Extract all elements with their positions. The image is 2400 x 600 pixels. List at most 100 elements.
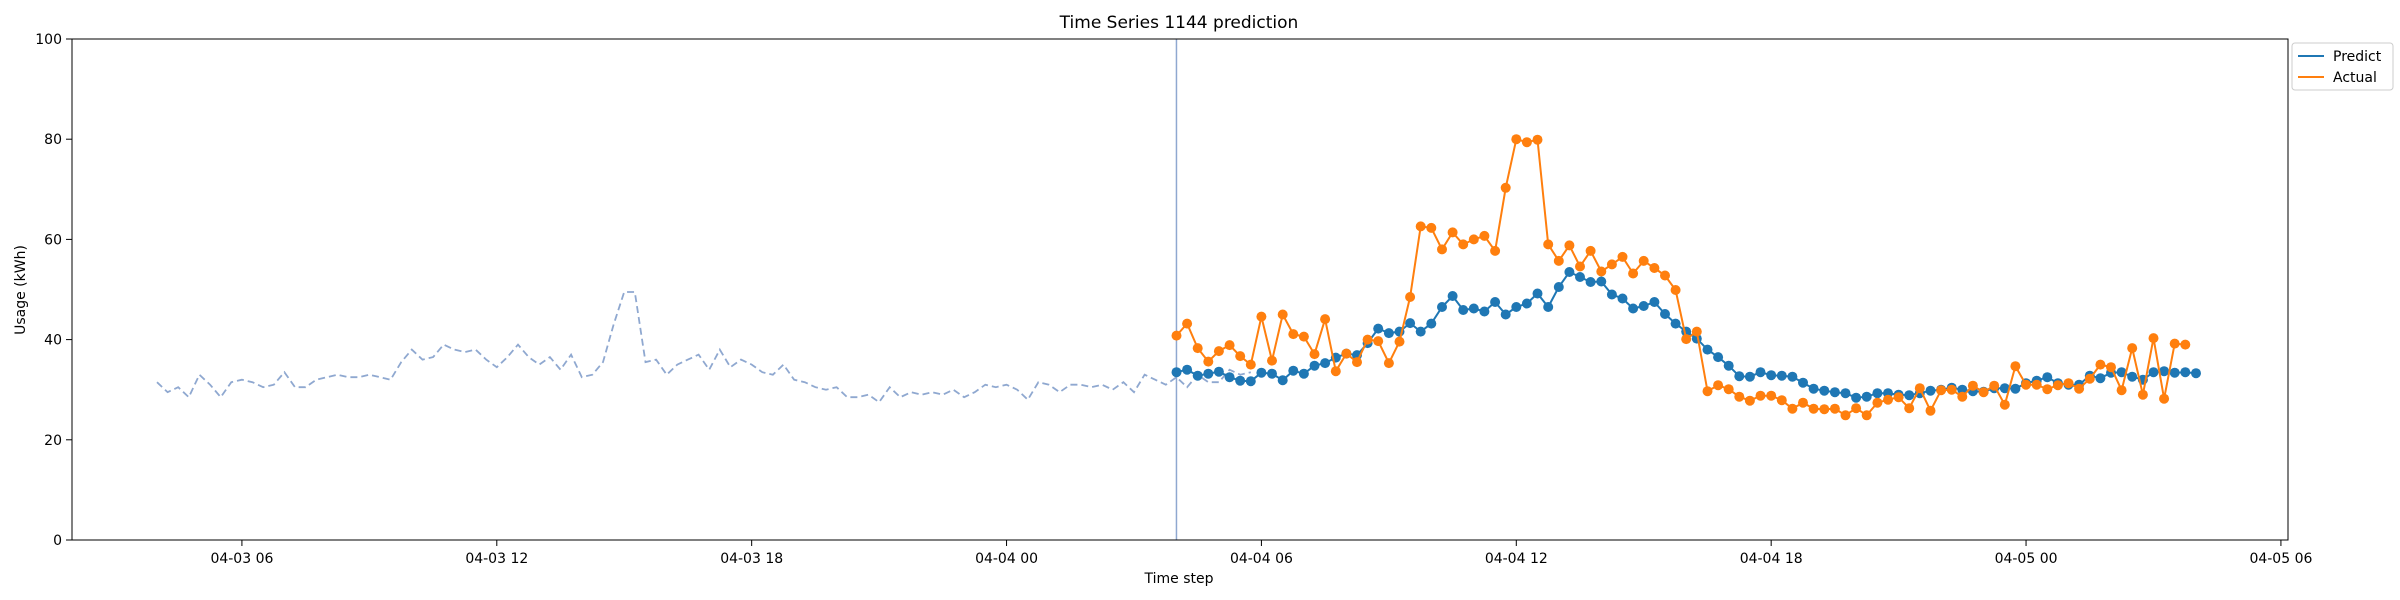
actual-point [1394,336,1405,347]
actual-point [1277,309,1288,320]
actual-point [1521,137,1532,148]
y-tick-label: 60 [44,232,62,248]
actual-point [1373,336,1384,347]
actual-point [2106,362,2116,373]
x-axis-title: Time step [1144,571,1214,587]
actual-point [1543,239,1554,250]
predict-point [1957,384,1968,395]
chart-title: Time Series 1144 prediction [1059,13,1299,33]
predict-point [1192,370,1203,381]
predict-point [1861,391,1872,402]
predict-point [1235,375,1246,386]
predict-point [1415,326,1426,337]
actual-point [1755,390,1766,401]
predict-point [1617,293,1628,304]
predict-point [2116,367,2127,378]
actual-point [1596,266,1607,277]
actual-point [1213,346,1224,357]
actual-point [1426,222,1437,233]
predict-point [2042,372,2053,383]
actual-point [1957,391,1968,402]
actual-point [2148,333,2159,344]
predict-point [1872,388,1883,399]
actual-point [2052,380,2063,391]
actual-point [1936,385,1947,396]
predict-point [1904,390,1915,401]
legend: Predict Actual [2291,42,2394,91]
legend-predict-label: Predict [2333,49,2382,65]
actual-point [1309,349,1320,360]
predict-point [1298,368,1309,379]
predict-point [1564,267,1575,277]
actual-point [1617,251,1628,262]
actual-point [1691,326,1702,337]
legend-box [2291,42,2394,91]
predict-point [1840,388,1851,399]
actual-point [1479,230,1490,241]
actual-point [1819,404,1830,415]
predict-point [1405,318,1416,329]
actual-point [2137,389,2148,400]
predict-point [1649,297,1660,307]
actual-point [1352,357,1362,368]
predict-point [2180,367,2191,378]
actual-point [1999,399,2010,410]
predict-point [1638,301,1649,311]
actual-point [1840,410,1851,421]
actual-point [1946,384,1957,395]
actual-point [1585,245,1596,256]
actual-point [1511,134,1522,145]
y-tick-label: 0 [53,533,62,549]
actual-point [1298,331,1309,342]
predict-point [1447,291,1458,301]
predict-point [1309,360,1320,371]
actual-point [2084,373,2095,384]
predict-point [2169,367,2180,378]
actual-point [1383,358,1394,369]
actual-point [1978,387,1989,398]
actual-point [2042,384,2053,395]
actual-point [1638,255,1649,266]
predict-point [1245,376,1256,387]
actual-point [1362,334,1373,345]
predict-point [1383,328,1394,339]
x-tick-label: 04-03 12 [465,551,528,567]
predict-point [1553,282,1564,292]
actual-point [1500,182,1511,193]
predict-point [1521,298,1532,309]
predict-point [1999,383,2010,394]
actual-point [1744,395,1755,406]
actual-point [1171,330,1182,341]
actual-point [1829,403,1840,414]
predict-point [2148,367,2159,378]
actual-point [1256,311,1267,322]
legend-actual-label: Actual [2333,70,2377,86]
predict-point [1468,303,1479,314]
actual-point [1468,234,1479,245]
actual-point [1458,239,1469,250]
actual-point [2021,379,2031,390]
actual-point [1967,380,1978,391]
predict-point [1479,306,1490,317]
actual-point [1330,366,1341,377]
predict-point [1213,366,1224,377]
predict-point [1670,318,1681,329]
actual-point [1925,405,1936,416]
predict-point [1288,365,1299,376]
predict-point [1925,385,1936,396]
actual-point [1224,340,1235,351]
predict-point [1702,344,1713,355]
actual-point [1861,410,1872,421]
actual-point [1415,221,1426,232]
actual-point [2031,379,2042,390]
predict-point [1755,367,1766,378]
actual-point [1192,343,1203,354]
predict-point [1543,302,1554,312]
history-series-line [156,291,1252,404]
predict-point [1798,377,1808,388]
predict-point [1171,367,1182,378]
actual-series-line [1175,137,2186,417]
actual-point [2095,359,2106,370]
actual-point [1787,403,1798,414]
x-tick-label: 04-04 18 [1740,551,1803,567]
